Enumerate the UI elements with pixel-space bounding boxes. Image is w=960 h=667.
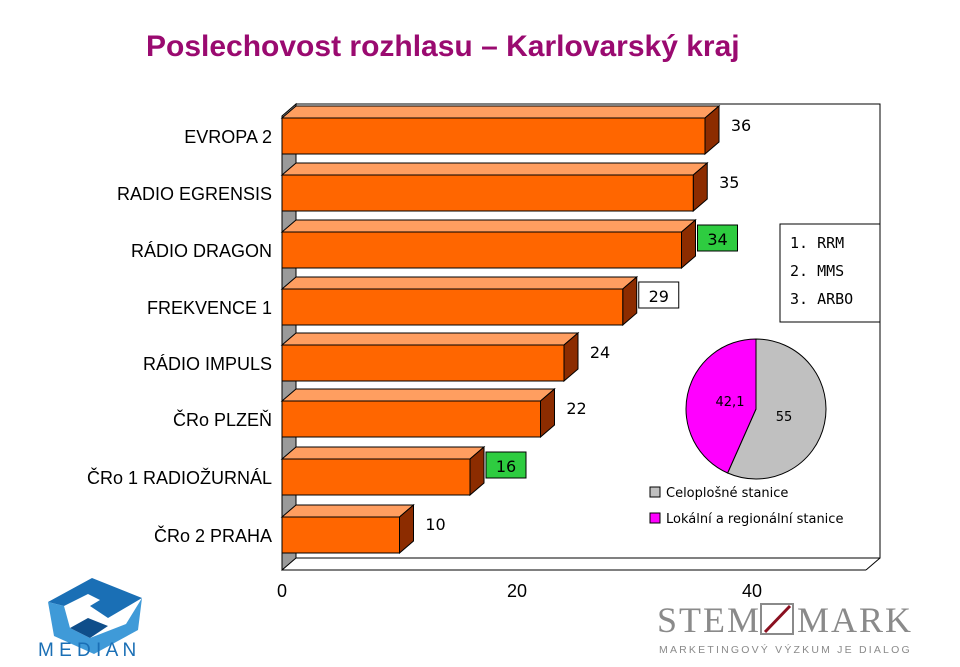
category-label-1: RADIO EGRENSIS (117, 184, 272, 204)
value-label-5: 22 (566, 399, 586, 418)
ranking-box-frame (779, 223, 881, 323)
median-logo: M E D I A N (38, 578, 142, 661)
bar-top-6 (280, 446, 486, 460)
stem-mark-slash-icon (760, 603, 794, 635)
value-label-1: 35 (719, 173, 739, 192)
median-logo-text: M E D I A N (38, 640, 136, 661)
floor-edge-right (865, 557, 881, 571)
bar-top-0 (280, 105, 721, 119)
bar-top-3 (280, 276, 639, 290)
pie-slice-0 (726, 338, 827, 480)
value-label-4: 24 (590, 343, 610, 362)
category-label-2: RÁDIO DRAGON (131, 241, 272, 261)
category-label-3: FREKVENCE 1 (147, 298, 272, 318)
pie-label-1: 42,1 (716, 395, 745, 410)
bar-6 (281, 458, 471, 496)
pie-slice-1 (685, 338, 757, 474)
pie-label-0: 55 (776, 410, 793, 425)
ranking-item-1: 2. MMS (790, 262, 844, 280)
ranking-item-0: 1. RRM (790, 234, 844, 252)
legend-swatch-0 (649, 486, 661, 498)
x-tick-label-0: 0 (277, 581, 287, 601)
value-labels: 36 35 34 29 24 22 16 10 (425, 116, 751, 534)
x-axis: 0 20 40 (277, 581, 762, 601)
value-label-box-3 (638, 281, 680, 309)
bar-top-2 (280, 219, 697, 233)
category-label-5: ČRo PLZEŇ (173, 409, 272, 430)
pie-legend: Celoplošné stanice Lokální a regionální s… (649, 486, 843, 527)
bar-7 (281, 516, 400, 554)
category-label-0: EVROPA 2 (184, 127, 272, 147)
bar-top-5 (280, 388, 556, 402)
category-label-7: ČRo 2 PRAHA (154, 525, 272, 546)
value-label-box-2 (697, 224, 738, 252)
bar-0 (281, 117, 706, 155)
value-label-6: 16 (496, 457, 516, 476)
stem-logo-text: STEM (657, 600, 761, 640)
x-tick-label-1: 20 (507, 581, 527, 601)
back-wall (295, 103, 881, 559)
value-label-box-6 (485, 451, 527, 479)
bar-3 (281, 288, 624, 326)
page-title: Poslechovost rozhlasu – Karlovarský kraj (146, 30, 740, 63)
ranking-box: 1. RRM 2. MMS 3. ARBO (779, 223, 881, 323)
category-label-6: ČRo 1 RADIOŽURNÁL (87, 467, 272, 488)
value-label-0: 36 (731, 116, 751, 135)
value-label-2: 34 (707, 230, 727, 249)
stem-mark-logo: STEM MARK MARKETINGOVÝ VÝZKUM JE DIALOG (657, 600, 913, 656)
bars-group (280, 104, 721, 555)
value-label-3: 29 (649, 287, 669, 306)
bar-2 (281, 231, 682, 269)
bar-5 (281, 400, 541, 438)
legend-label-0: Celoplošné stanice (666, 486, 788, 501)
legend-swatch-1 (649, 512, 661, 524)
x-tick-label-2: 40 (742, 581, 762, 601)
bar-4 (281, 344, 565, 382)
bar-top-4 (280, 332, 580, 346)
bar-1 (281, 174, 694, 212)
bar-top-7 (280, 504, 415, 518)
bar-top-1 (280, 162, 709, 176)
median-emblem-icon (48, 578, 142, 654)
stem-logo-tagline: MARKETINGOVÝ VÝZKUM JE DIALOG (659, 643, 912, 656)
mark-logo-text: MARK (797, 600, 913, 640)
ranking-item-2: 3. ARBO (790, 290, 853, 308)
category-label-4: RÁDIO IMPULS (143, 354, 272, 374)
pie-chart: 55 42,1 (685, 338, 827, 480)
legend-label-1: Lokální a regionální stanice (666, 512, 843, 527)
category-labels: EVROPA 2 RADIO EGRENSIS RÁDIO DRAGON FREKVE… (87, 127, 272, 546)
value-label-7: 10 (425, 515, 445, 534)
